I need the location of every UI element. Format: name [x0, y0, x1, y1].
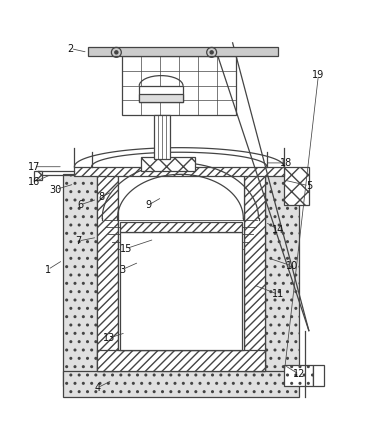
- Text: 16: 16: [28, 177, 40, 187]
- Bar: [313, 365, 324, 386]
- Bar: [154, 115, 170, 159]
- Text: 4: 4: [94, 383, 100, 393]
- Circle shape: [210, 51, 213, 54]
- Bar: [88, 47, 279, 56]
- Text: 7: 7: [75, 236, 81, 246]
- Bar: [97, 174, 118, 371]
- Bar: [63, 174, 97, 386]
- Text: 30: 30: [49, 185, 61, 194]
- Bar: [122, 56, 237, 115]
- Text: 5: 5: [306, 181, 312, 191]
- Text: 8: 8: [98, 192, 104, 202]
- Text: 18: 18: [280, 158, 292, 168]
- Text: 6: 6: [77, 200, 83, 210]
- Bar: [97, 350, 265, 371]
- Text: 14: 14: [272, 225, 284, 234]
- Bar: [284, 365, 313, 386]
- Text: 3: 3: [119, 265, 125, 275]
- Bar: [141, 157, 194, 170]
- Bar: [120, 231, 242, 350]
- Text: 15: 15: [120, 244, 132, 254]
- Text: 11: 11: [272, 289, 284, 299]
- Bar: [139, 94, 183, 102]
- Text: 1: 1: [45, 265, 51, 275]
- Bar: [74, 167, 284, 176]
- Text: 10: 10: [286, 261, 298, 271]
- Circle shape: [115, 51, 118, 54]
- Bar: [34, 170, 42, 180]
- Bar: [63, 371, 300, 397]
- Text: 12: 12: [293, 369, 305, 380]
- Bar: [139, 86, 183, 102]
- Text: 9: 9: [146, 200, 152, 210]
- Text: 13: 13: [103, 333, 115, 343]
- Text: 2: 2: [67, 44, 74, 54]
- Bar: [284, 167, 309, 205]
- Bar: [118, 174, 244, 350]
- Text: 19: 19: [312, 70, 324, 80]
- Text: 17: 17: [28, 162, 40, 172]
- Bar: [120, 222, 242, 231]
- Bar: [265, 174, 300, 386]
- Bar: [244, 174, 265, 371]
